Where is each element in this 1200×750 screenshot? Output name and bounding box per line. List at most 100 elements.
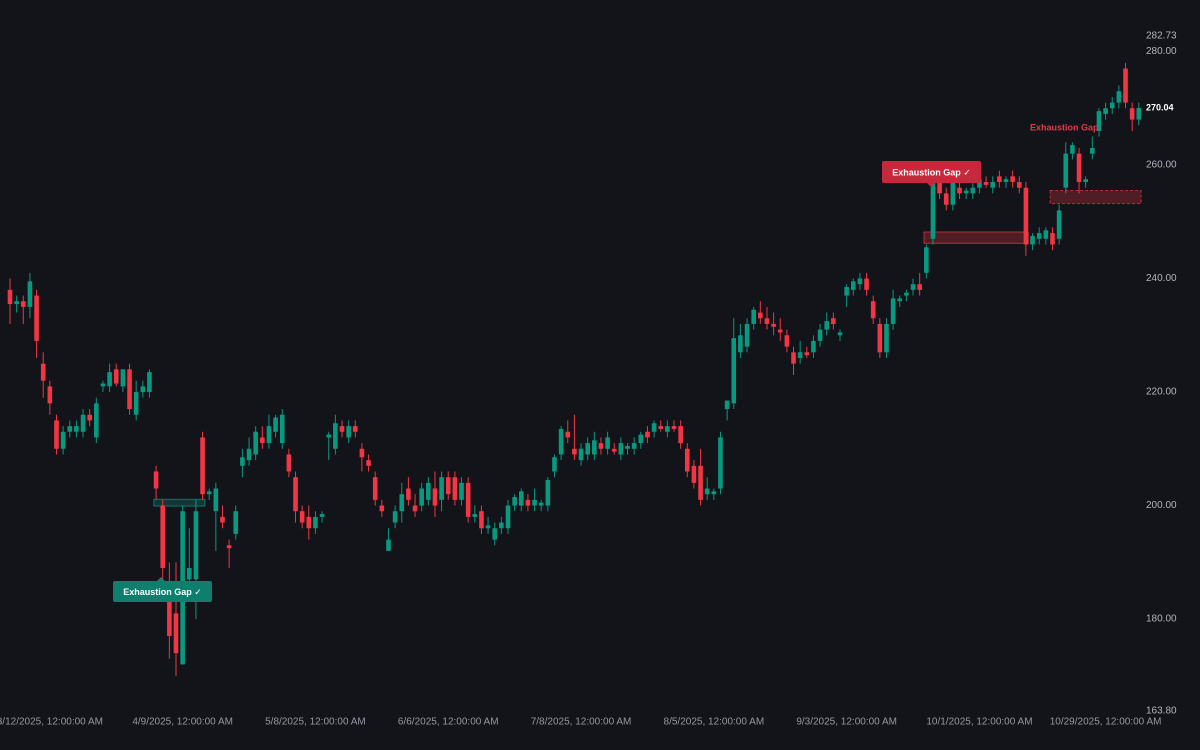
candle-body bbox=[279, 414, 285, 444]
candle-body bbox=[824, 321, 830, 330]
candle-body bbox=[924, 247, 929, 273]
candle-body bbox=[585, 443, 590, 455]
candle-body bbox=[684, 448, 690, 472]
candle-body bbox=[884, 323, 889, 353]
candle-body bbox=[445, 477, 451, 495]
candle-body bbox=[943, 193, 949, 205]
candle-body bbox=[1129, 108, 1135, 120]
annotation-label: Exhaustion Gap ✓ bbox=[892, 167, 971, 177]
candle-body bbox=[831, 318, 836, 324]
candle-body bbox=[532, 499, 537, 506]
x-tick-label: 9/3/2025, 12:00:00 AM bbox=[796, 717, 897, 728]
candle-body bbox=[432, 488, 438, 506]
candle-body bbox=[1123, 68, 1128, 103]
candle-body bbox=[545, 480, 551, 506]
candle-body bbox=[910, 284, 916, 290]
candle-body bbox=[147, 372, 152, 393]
candle-body bbox=[950, 182, 956, 205]
candle-body bbox=[372, 477, 378, 500]
candle-body bbox=[711, 491, 717, 495]
candle-body bbox=[738, 335, 743, 353]
candle-body bbox=[120, 369, 126, 387]
candle-body bbox=[512, 497, 517, 506]
candle-body bbox=[153, 471, 159, 489]
y-tick-label: 240.00 bbox=[1146, 273, 1177, 284]
candle-body bbox=[293, 477, 298, 512]
x-tick-label: 6/6/2025, 12:00:00 AM bbox=[398, 717, 499, 728]
candle-body bbox=[1096, 111, 1102, 131]
candle-body bbox=[113, 369, 119, 384]
candle-body bbox=[419, 488, 424, 506]
candle-body bbox=[963, 190, 969, 194]
candle-body bbox=[977, 179, 982, 188]
candle-body bbox=[671, 426, 677, 429]
x-tick-label: 10/1/2025, 12:00:00 AM bbox=[926, 717, 1032, 728]
candle-body bbox=[459, 482, 464, 500]
x-tick-label: 7/8/2025, 12:00:00 AM bbox=[531, 717, 632, 728]
candle-body bbox=[7, 289, 13, 305]
candle-body bbox=[133, 392, 139, 415]
candle-body bbox=[240, 457, 245, 466]
candle-body bbox=[565, 431, 571, 438]
candle-body bbox=[1103, 108, 1108, 114]
candle-body bbox=[266, 426, 272, 444]
candle-body bbox=[751, 309, 756, 324]
candle-body bbox=[691, 465, 697, 483]
candle-body bbox=[804, 352, 810, 356]
candle-body bbox=[1010, 176, 1015, 183]
candle-body bbox=[200, 437, 205, 495]
candle-body bbox=[306, 516, 312, 529]
candle-body bbox=[678, 426, 683, 444]
y-tick-label: 280.00 bbox=[1146, 46, 1177, 57]
candle-body bbox=[970, 187, 976, 194]
candle-body bbox=[618, 443, 624, 455]
candle-body bbox=[346, 426, 351, 438]
annotation-box bbox=[113, 581, 212, 602]
candle-body bbox=[392, 511, 398, 523]
candle-body bbox=[319, 514, 325, 517]
candle-body bbox=[492, 528, 498, 540]
candle-body bbox=[784, 335, 790, 347]
candle-body bbox=[764, 318, 770, 324]
candle-body bbox=[67, 426, 73, 432]
candle-body bbox=[837, 332, 843, 336]
candle-body bbox=[797, 352, 803, 358]
candle-body bbox=[313, 516, 318, 529]
candle-body bbox=[127, 369, 132, 410]
y-tick-label: 260.00 bbox=[1146, 160, 1177, 171]
candle-body bbox=[850, 281, 856, 290]
candle-body bbox=[558, 428, 564, 455]
candle-body bbox=[718, 437, 723, 489]
candle-body bbox=[538, 502, 544, 506]
candle-body bbox=[631, 443, 637, 449]
candle-body bbox=[724, 400, 730, 410]
candle-body bbox=[1083, 179, 1088, 183]
candle-body bbox=[426, 482, 431, 500]
candle-body bbox=[1116, 91, 1122, 103]
candle-body bbox=[299, 511, 305, 523]
annotation-label: Exhaustion Gap ✓ bbox=[123, 587, 202, 597]
candle-body bbox=[578, 448, 584, 461]
candle-body bbox=[638, 434, 644, 444]
candle-body bbox=[406, 488, 411, 500]
candle-body bbox=[206, 491, 212, 495]
candle-body bbox=[605, 437, 610, 449]
candle-body bbox=[572, 448, 577, 455]
candle-body bbox=[333, 423, 338, 449]
annotation-pointer bbox=[157, 577, 165, 581]
x-tick-label: 4/9/2025, 12:00:00 AM bbox=[132, 717, 233, 728]
candle-body bbox=[957, 187, 962, 194]
candle-body bbox=[505, 505, 511, 529]
candle-body bbox=[94, 403, 99, 438]
gap-zone bbox=[1049, 190, 1142, 205]
candle-body bbox=[186, 567, 192, 580]
candle-body bbox=[1070, 145, 1075, 154]
candle-body bbox=[60, 431, 66, 449]
candle-body bbox=[1036, 233, 1042, 239]
candle-body bbox=[273, 417, 278, 432]
candle-body bbox=[1043, 230, 1049, 239]
candle-body bbox=[518, 491, 524, 506]
candle-body bbox=[917, 284, 922, 290]
candle-body bbox=[651, 423, 657, 432]
